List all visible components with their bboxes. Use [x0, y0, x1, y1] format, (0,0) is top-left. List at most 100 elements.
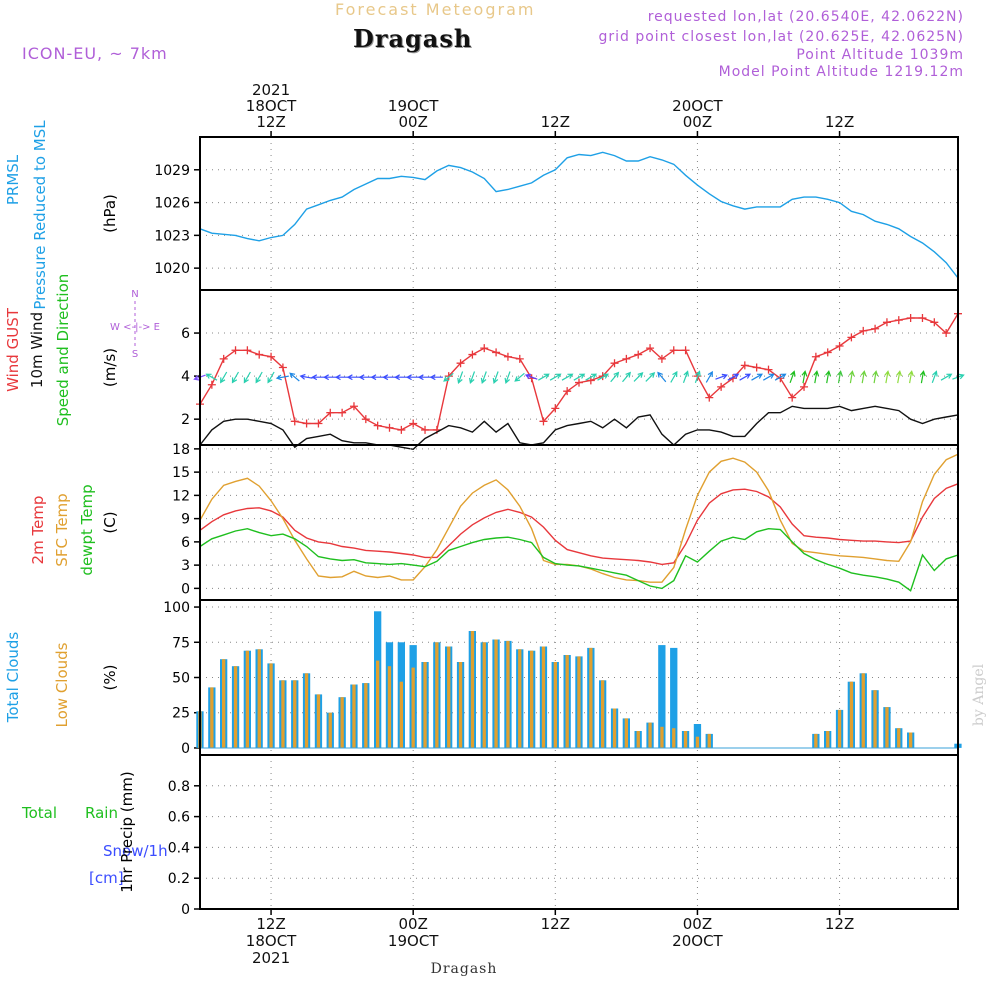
side-label: Rain — [85, 804, 118, 822]
wind-direction-arrow — [504, 371, 511, 384]
gust-marker — [800, 382, 809, 391]
gust-marker — [314, 419, 323, 428]
gust-marker — [681, 346, 690, 355]
side-label: Total — [21, 804, 57, 822]
gust-marker — [669, 346, 678, 355]
wind-direction-arrow — [715, 373, 728, 380]
bar-low-clouds — [897, 728, 901, 748]
gust-marker — [717, 382, 726, 391]
gust-marker — [539, 417, 548, 426]
wind-direction-arrow — [480, 371, 487, 384]
wind-direction-arrow — [561, 373, 574, 381]
gust-marker — [326, 408, 335, 417]
y-axis-label: (hPa) — [101, 194, 119, 233]
wind-direction-arrow — [789, 370, 796, 384]
gust-marker — [444, 372, 453, 381]
bar-low-clouds — [352, 684, 356, 748]
wind-direction-arrow — [751, 373, 763, 381]
bar-low-clouds — [210, 687, 214, 748]
side-label: SFC Temp — [53, 493, 71, 566]
gust-marker — [634, 350, 643, 359]
bottom-time-label: 12Z — [256, 915, 285, 933]
wind-direction-arrow — [514, 372, 525, 382]
bar-low-clouds — [245, 650, 249, 748]
gust-marker — [231, 346, 240, 355]
wind-direction-arrow — [682, 370, 689, 384]
gust-marker — [942, 329, 951, 338]
gust-marker — [575, 378, 583, 387]
gust-marker — [788, 393, 797, 402]
y-tick-label: 25 — [172, 706, 190, 722]
gust-marker — [468, 350, 477, 359]
wind-direction-arrow — [622, 371, 632, 383]
bar-low-clouds — [873, 690, 877, 748]
wind-direction-arrow — [405, 374, 420, 381]
top-time-label: 18OCT — [246, 97, 297, 115]
location-title: Dragash — [353, 24, 473, 53]
panel-frame — [199, 444, 959, 601]
bar-low-clouds — [541, 646, 546, 748]
gust-marker — [207, 380, 216, 389]
bar-low-clouds — [399, 681, 403, 748]
wind-direction-arrow — [670, 370, 678, 383]
gust-marker — [492, 348, 501, 357]
side-label: Low Clouds — [53, 642, 71, 727]
gust-marker — [361, 415, 370, 424]
model-point-altitude: Model Point Altitude 1219.12m — [718, 64, 964, 80]
gust-marker — [847, 333, 856, 342]
bar-low-clouds — [316, 694, 321, 748]
wind-direction-arrow — [334, 374, 349, 381]
compass-south: S — [132, 349, 138, 360]
wind-direction-arrow — [657, 371, 667, 383]
bar-low-clouds — [837, 709, 842, 748]
bar-low-clouds — [233, 666, 238, 748]
panel-frame — [199, 754, 959, 910]
wind-direction-arrow — [346, 374, 360, 381]
bottom-time-label: 2021 — [252, 949, 290, 967]
wind-direction-arrow — [813, 370, 820, 384]
gust-marker — [373, 421, 382, 430]
bar-low-clouds — [269, 663, 273, 748]
bar-low-clouds — [909, 732, 913, 748]
top-time-label: 00Z — [399, 113, 428, 131]
y-tick-label: 1020 — [154, 261, 190, 277]
y-tick-label: 2 — [181, 412, 190, 428]
gust-marker — [610, 359, 619, 368]
top-time-label: 12Z — [256, 113, 285, 131]
wind-direction-arrow — [763, 373, 775, 381]
wind-direction-arrow — [872, 370, 879, 384]
side-label: 10m Wind — [28, 312, 46, 388]
bar-low-clouds — [458, 662, 463, 748]
gust-marker — [918, 313, 927, 322]
gust-marker — [882, 318, 891, 327]
bar-low-clouds — [411, 667, 415, 748]
bar-low-clouds — [577, 656, 581, 748]
side-label: 2m Temp — [29, 496, 47, 565]
y-tick-label: 75 — [172, 635, 190, 651]
bar-low-clouds — [518, 649, 522, 748]
y-axis-label: 1hr Precip (mm) — [118, 771, 136, 892]
y-tick-label: 1026 — [154, 196, 190, 212]
bar-low-clouds — [660, 726, 664, 748]
wind-direction-arrow — [231, 371, 240, 384]
y-tick-label: 0 — [181, 581, 190, 597]
gust-marker — [906, 313, 915, 322]
bar-low-clouds — [293, 680, 297, 748]
gust-marker — [255, 350, 264, 359]
bar-low-clouds — [387, 666, 392, 748]
panel-temperature: 0 3 6 9 12 15 18 2m Temp SFC Temp dewpt Temp (C) — [29, 442, 959, 601]
series-line-0 — [199, 151, 959, 279]
bar-low-clouds — [612, 708, 617, 748]
bottom-time-label: 00Z — [399, 915, 428, 933]
bar-low-clouds — [340, 697, 344, 748]
gust-marker — [456, 359, 465, 368]
wind-direction-arrow — [243, 371, 251, 384]
side-label: dewpt Temp — [78, 484, 96, 575]
side-label: Snow/1h — [103, 842, 168, 860]
top-time-label: 12Z — [541, 113, 570, 131]
gust-marker — [740, 361, 749, 370]
top-time-label: 19OCT — [388, 97, 439, 115]
gust-marker — [551, 404, 560, 413]
wind-direction-arrow — [255, 371, 263, 384]
requested-coordinates: requested lon,lat (20.6540E, 42.0622N) — [647, 9, 964, 25]
